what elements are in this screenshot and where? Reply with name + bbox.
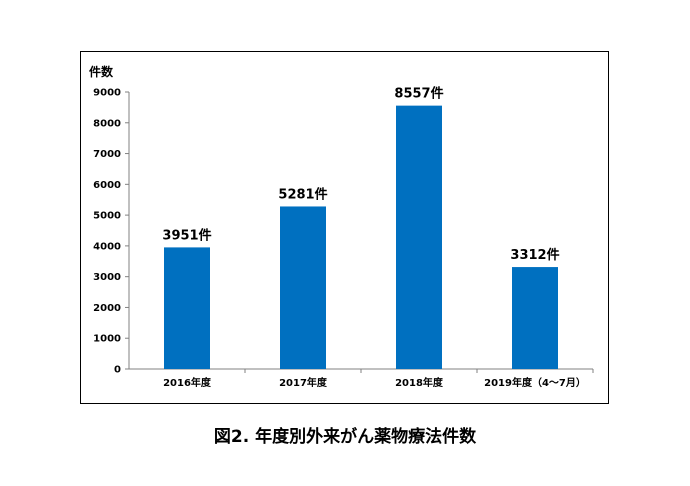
y-axis-label: 件数 xyxy=(89,64,114,79)
bar-chart: 件数 0 1000 2000 3000 4000 5000 6000 7000 8000 9000… xyxy=(89,64,594,389)
y-tick-label: 7000 xyxy=(93,149,121,160)
y-tick-label: 5000 xyxy=(93,211,121,222)
figure-caption: 図2. 年度別外来がん薬物療法件数 xyxy=(213,427,477,447)
y-tick-label: 2000 xyxy=(93,303,121,314)
x-tick-label: 2018年度 xyxy=(395,376,444,389)
bar xyxy=(512,267,558,369)
data-label: 3312件 xyxy=(510,247,559,263)
x-tick-label: 2017年度 xyxy=(279,376,328,389)
y-tick-label: 6000 xyxy=(93,180,121,191)
y-tick-label: 0 xyxy=(114,365,121,376)
x-tick-label: 2016年度 xyxy=(163,376,212,389)
y-tick-label: 1000 xyxy=(93,334,121,345)
data-label: 3951件 xyxy=(162,227,211,243)
y-tick-label: 4000 xyxy=(93,241,121,252)
y-tick-label: 8000 xyxy=(93,118,121,129)
bar xyxy=(396,105,442,369)
data-label: 8557件 xyxy=(394,86,443,102)
y-tick-label: 3000 xyxy=(93,272,121,283)
x-tick-label: 2019年度（4～7月） xyxy=(484,376,586,389)
data-label: 5281件 xyxy=(278,186,327,202)
bar xyxy=(280,206,326,369)
chart-frame: 件数 0 1000 2000 3000 4000 5000 6000 7000 8000 9000… xyxy=(80,51,609,404)
bar xyxy=(164,247,210,369)
y-tick-label: 9000 xyxy=(93,88,121,99)
